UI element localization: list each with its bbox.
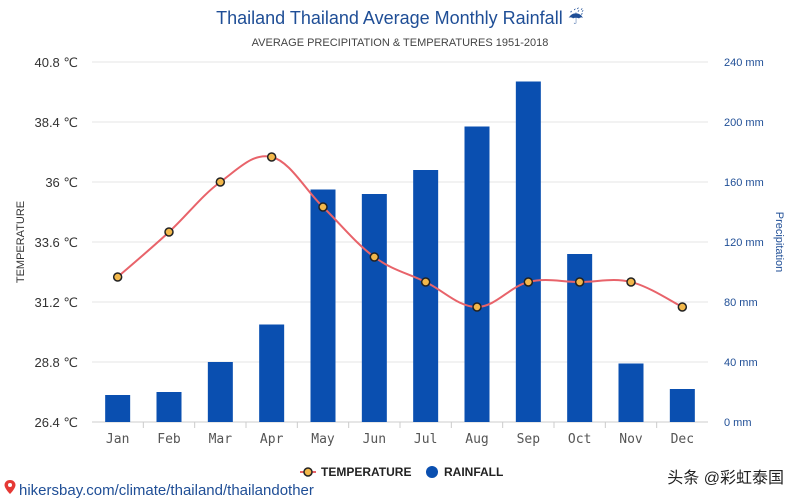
rainfall-legend-marker (426, 466, 438, 478)
chart-title: Thailand Thailand Average Monthly Rainfa… (216, 7, 584, 28)
legend-item-rainfall[interactable]: RAINFALL (426, 465, 503, 479)
x-axis-ticks: Jan Feb Mar Apr May Jun Jul Aug Sep Oct Nov Dec (106, 422, 694, 447)
left-tick-label: 28.8 ℃ (34, 355, 78, 370)
left-tick-label: 40.8 ℃ (34, 55, 78, 70)
month-label: Jul (414, 432, 437, 447)
month-label: May (311, 432, 335, 447)
temperature-point[interactable] (369, 252, 380, 262)
rainfall-bar[interactable] (156, 392, 182, 422)
right-tick-label: 120 mm (724, 237, 764, 249)
month-label: Jan (106, 432, 129, 447)
left-tick-label: 38.4 ℃ (34, 115, 78, 130)
rainfall-bar[interactable] (361, 194, 387, 422)
month-label: Oct (568, 432, 591, 447)
month-label: Apr (260, 432, 284, 447)
right-tick-label: 160 mm (724, 177, 764, 189)
month-label: Mar (209, 432, 233, 447)
temperature-point[interactable] (318, 202, 328, 212)
temperature-curve (117, 155, 683, 309)
legend-label-temperature: TEMPERATURE (321, 465, 411, 479)
temperature-point[interactable] (523, 277, 534, 287)
rainfall-bar[interactable] (669, 389, 695, 422)
left-tick-label: 36 ℃ (45, 175, 78, 190)
right-tick-label: 80 mm (724, 297, 758, 309)
left-y-axis-ticks: 40.8 ℃ 38.4 ℃ 36 ℃ 33.6 ℃ 31.2 ℃ 28.8 ℃ 26.4 ℃ (34, 55, 78, 430)
rainfall-bar[interactable] (310, 189, 336, 423)
rainfall-bar[interactable] (618, 363, 644, 423)
left-tick-label: 26.4 ℃ (34, 415, 78, 430)
legend-item-temperature[interactable]: TEMPERATURE (300, 465, 411, 479)
temperature-point[interactable] (626, 277, 636, 287)
rainfall-bar[interactable] (259, 324, 285, 423)
rainfall-bar[interactable] (515, 81, 541, 423)
right-tick-label: 40 mm (724, 357, 758, 369)
temperature-point[interactable] (215, 177, 226, 187)
legend-label-rainfall: RAINFALL (444, 465, 503, 479)
rainfall-bar[interactable] (105, 395, 131, 422)
watermark: 头条 @彩虹泰国 (667, 469, 784, 487)
source-url[interactable]: hikersbay.com/climate/thailand/thailando… (19, 482, 314, 499)
source-link[interactable]: hikersbay.com/climate/thailand/thailando… (4, 480, 314, 499)
month-label: Feb (157, 432, 181, 447)
month-label: Aug (465, 432, 488, 447)
chart-subtitle: AVERAGE PRECIPITATION & TEMPERATURES 195… (252, 37, 549, 49)
temperature-legend-marker (303, 467, 313, 477)
month-label: Jun (363, 432, 386, 447)
temperature-point[interactable] (472, 302, 482, 312)
month-label: Sep (517, 432, 541, 447)
temperature-point[interactable] (266, 152, 277, 162)
left-tick-label: 31.2 ℃ (34, 295, 78, 310)
temperature-point[interactable] (164, 227, 174, 237)
rainfall-bar[interactable] (464, 126, 490, 423)
left-tick-label: 33.6 ℃ (34, 235, 78, 250)
location-pin-icon (4, 480, 16, 494)
month-label: Nov (619, 432, 643, 447)
right-tick-label: 240 mm (724, 57, 764, 69)
temperature-point[interactable] (677, 302, 688, 312)
grid (92, 61, 708, 423)
right-axis-label: Precipitation (773, 212, 785, 273)
temperature-point[interactable] (574, 277, 585, 287)
rainfall-bars (105, 81, 695, 423)
month-label: Dec (671, 432, 694, 447)
right-y-axis-ticks: 240 mm 200 mm 160 mm 120 mm 80 mm 40 mm 0 mm (724, 57, 764, 429)
temperature-point[interactable] (112, 272, 123, 282)
left-axis-label: TEMPERATURE (15, 201, 27, 283)
temperature-line (112, 152, 688, 312)
right-tick-label: 200 mm (724, 117, 764, 129)
rainfall-bar[interactable] (207, 362, 233, 422)
temperature-point[interactable] (420, 277, 431, 287)
legend: TEMPERATURE RAINFALL (300, 465, 503, 479)
rainfall-bar[interactable] (413, 170, 439, 422)
right-tick-label: 0 mm (724, 417, 752, 429)
